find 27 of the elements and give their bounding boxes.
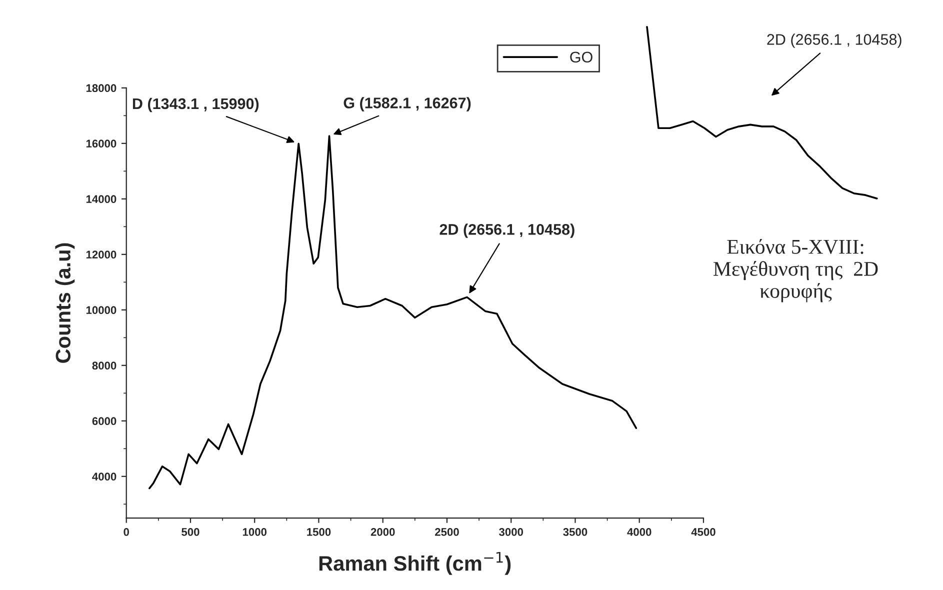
- x-tick-label: 2000: [370, 528, 395, 536]
- x-tick-label: 500: [182, 528, 200, 536]
- text: Εικόνα 5-XVIII: Μεγέθυνση της 2D κορυφής: [714, 238, 878, 302]
- x-tick-label: 1500: [307, 528, 331, 536]
- y-tick-label: 10000: [86, 306, 116, 314]
- annotation: D (1343.1 , 15990): [132, 98, 259, 112]
- x-tick-label: 4000: [627, 528, 652, 536]
- x-tick-label: 2500: [435, 528, 459, 536]
- x-tick-label: 4500: [691, 528, 716, 536]
- y-tick-label: 12000: [86, 250, 116, 259]
- x-axis-title: Raman Shift (cm$^{−1}$): [319, 552, 511, 575]
- x-tick-label: 1000: [242, 528, 267, 536]
- annotation: G (1582.1 , 16267): [344, 97, 471, 112]
- y-tick-label: 8000: [92, 362, 116, 370]
- y-axis-title: Counts (a.u): [55, 243, 75, 363]
- line-series: [148, 135, 638, 490]
- x-tick-label: 3500: [563, 528, 588, 536]
- annotation: 2D (2656.1 , 10458): [767, 34, 902, 48]
- legend-label: GO: [570, 52, 592, 63]
- y-tick-label: 6000: [92, 417, 116, 426]
- annotation: 2D (2656.1 , 10458): [440, 224, 574, 238]
- x-tick-label: 0: [124, 528, 129, 536]
- y-tick-label: 18000: [86, 84, 116, 92]
- y-tick-label: 14000: [86, 195, 116, 204]
- y-tick-label: 4000: [92, 472, 116, 481]
- x-tick-label: 3000: [499, 528, 524, 536]
- y-tick-label: 16000: [86, 140, 116, 148]
